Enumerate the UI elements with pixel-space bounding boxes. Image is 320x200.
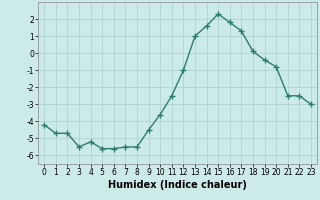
- X-axis label: Humidex (Indice chaleur): Humidex (Indice chaleur): [108, 180, 247, 190]
